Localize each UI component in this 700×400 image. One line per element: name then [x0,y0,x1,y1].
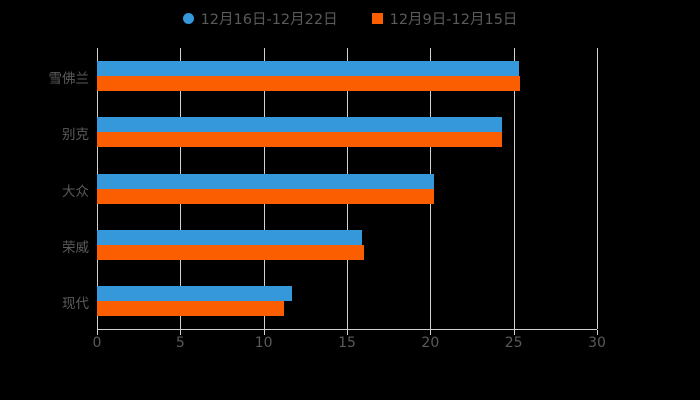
bar-别克-series-0[interactable] [97,117,502,133]
legend-item-series-1[interactable]: 12月9日-12月15日 [371,8,518,29]
bar-大众-series-0[interactable] [97,173,434,189]
x-tick-mark [263,330,265,335]
bar-荣威-series-0[interactable] [97,229,362,245]
bar-别克-series-1[interactable] [97,132,502,148]
chart-legend: 12月16日-12月22日 12月9日-12月15日 [0,6,700,30]
x-axis-tick-label-5: 5 [175,335,185,351]
bar-group [97,173,597,204]
x-tick-mark [97,330,98,335]
bar-大众-series-1[interactable] [97,188,434,204]
bar-现代-series-1[interactable] [97,300,284,316]
x-axis-tick-label-15: 15 [338,335,356,351]
y-axis-label-雪佛兰: 雪佛兰 [48,71,90,88]
gridline [513,48,515,329]
legend-marker-circle-icon [182,12,194,24]
legend-label-series-0: 12月16日-12月22日 [200,11,338,28]
y-axis-label-别克: 别克 [62,127,89,144]
legend-label-series-1: 12月9日-12月15日 [389,11,518,28]
bar-雪佛兰-series-1[interactable] [97,76,521,92]
plot-area [97,48,598,329]
x-axis-tick-label-30: 30 [588,335,606,351]
legend-item-series-0[interactable]: 12月16日-12月22日 [182,8,338,29]
bar-雪佛兰-series-0[interactable] [97,61,519,77]
y-axis-label-大众: 大众 [62,183,89,200]
bar-现代-series-0[interactable] [97,285,292,301]
x-axis-line [97,329,597,330]
bar-group [97,229,597,260]
bar-荣威-series-1[interactable] [97,244,364,260]
x-axis-tick-label-20: 20 [421,335,440,351]
bar-group [97,117,597,148]
y-axis-label-荣威: 荣威 [62,239,89,256]
x-tick-mark [347,330,348,335]
x-tick-mark [180,330,182,335]
x-axis-tick-label-10: 10 [254,335,273,351]
gridline [597,48,598,329]
x-axis-tick-label-25: 25 [504,335,523,351]
bar-group [97,285,597,316]
x-tick-mark [597,330,598,335]
x-axis-tick-label-0: 0 [92,335,102,351]
y-axis-label-现代: 现代 [62,295,89,312]
bar-group [97,61,597,92]
x-tick-mark [430,330,432,335]
legend-marker-square-icon [371,12,383,24]
x-tick-mark [513,330,515,335]
